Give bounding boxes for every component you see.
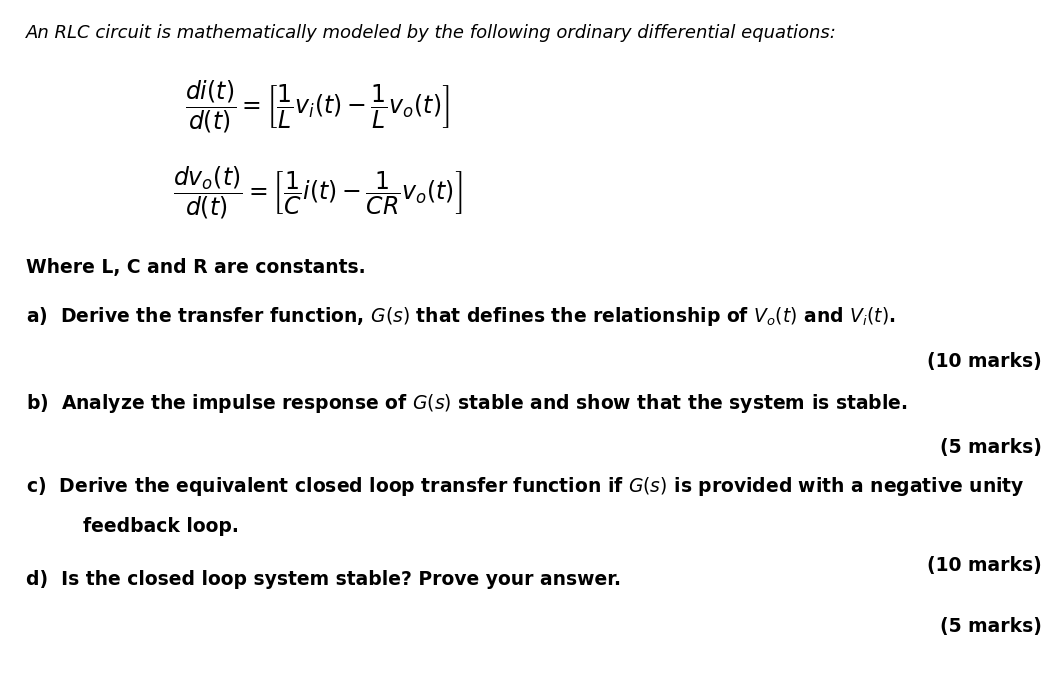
Text: a)  Derive the transfer function, $\mathit{G(s)}$ that defines the relationship : a) Derive the transfer function, $\mathi…	[26, 305, 896, 328]
Text: (10 marks): (10 marks)	[928, 352, 1042, 371]
Text: (10 marks): (10 marks)	[928, 556, 1042, 576]
Text: feedback loop.: feedback loop.	[83, 517, 238, 536]
Text: (5 marks): (5 marks)	[941, 617, 1042, 636]
Text: d)  Is the closed loop system stable? Prove your answer.: d) Is the closed loop system stable? Pro…	[26, 570, 621, 589]
Text: An RLC circuit is mathematically modeled by the following ordinary differential : An RLC circuit is mathematically modeled…	[26, 24, 837, 42]
Text: Where L, C and R are constants.: Where L, C and R are constants.	[26, 258, 366, 277]
Text: (5 marks): (5 marks)	[941, 438, 1042, 458]
Text: c)  Derive the equivalent closed loop transfer function if $\mathit{G(s)}$ is pr: c) Derive the equivalent closed loop tra…	[26, 475, 1025, 498]
Text: $\dfrac{dv_o(t)}{d(t)} = \left[\dfrac{1}{C}i(t) - \dfrac{1}{CR}v_o(t)\right]$: $\dfrac{dv_o(t)}{d(t)} = \left[\dfrac{1}…	[172, 165, 462, 221]
Text: b)  Analyze the impulse response of $\mathit{G(s)}$ stable and show that the sys: b) Analyze the impulse response of $\mat…	[26, 392, 908, 414]
Text: $\dfrac{di(t)}{d(t)} = \left[\dfrac{1}{L}v_i(t) - \dfrac{1}{L}v_o(t)\right]$: $\dfrac{di(t)}{d(t)} = \left[\dfrac{1}{L…	[185, 79, 450, 135]
